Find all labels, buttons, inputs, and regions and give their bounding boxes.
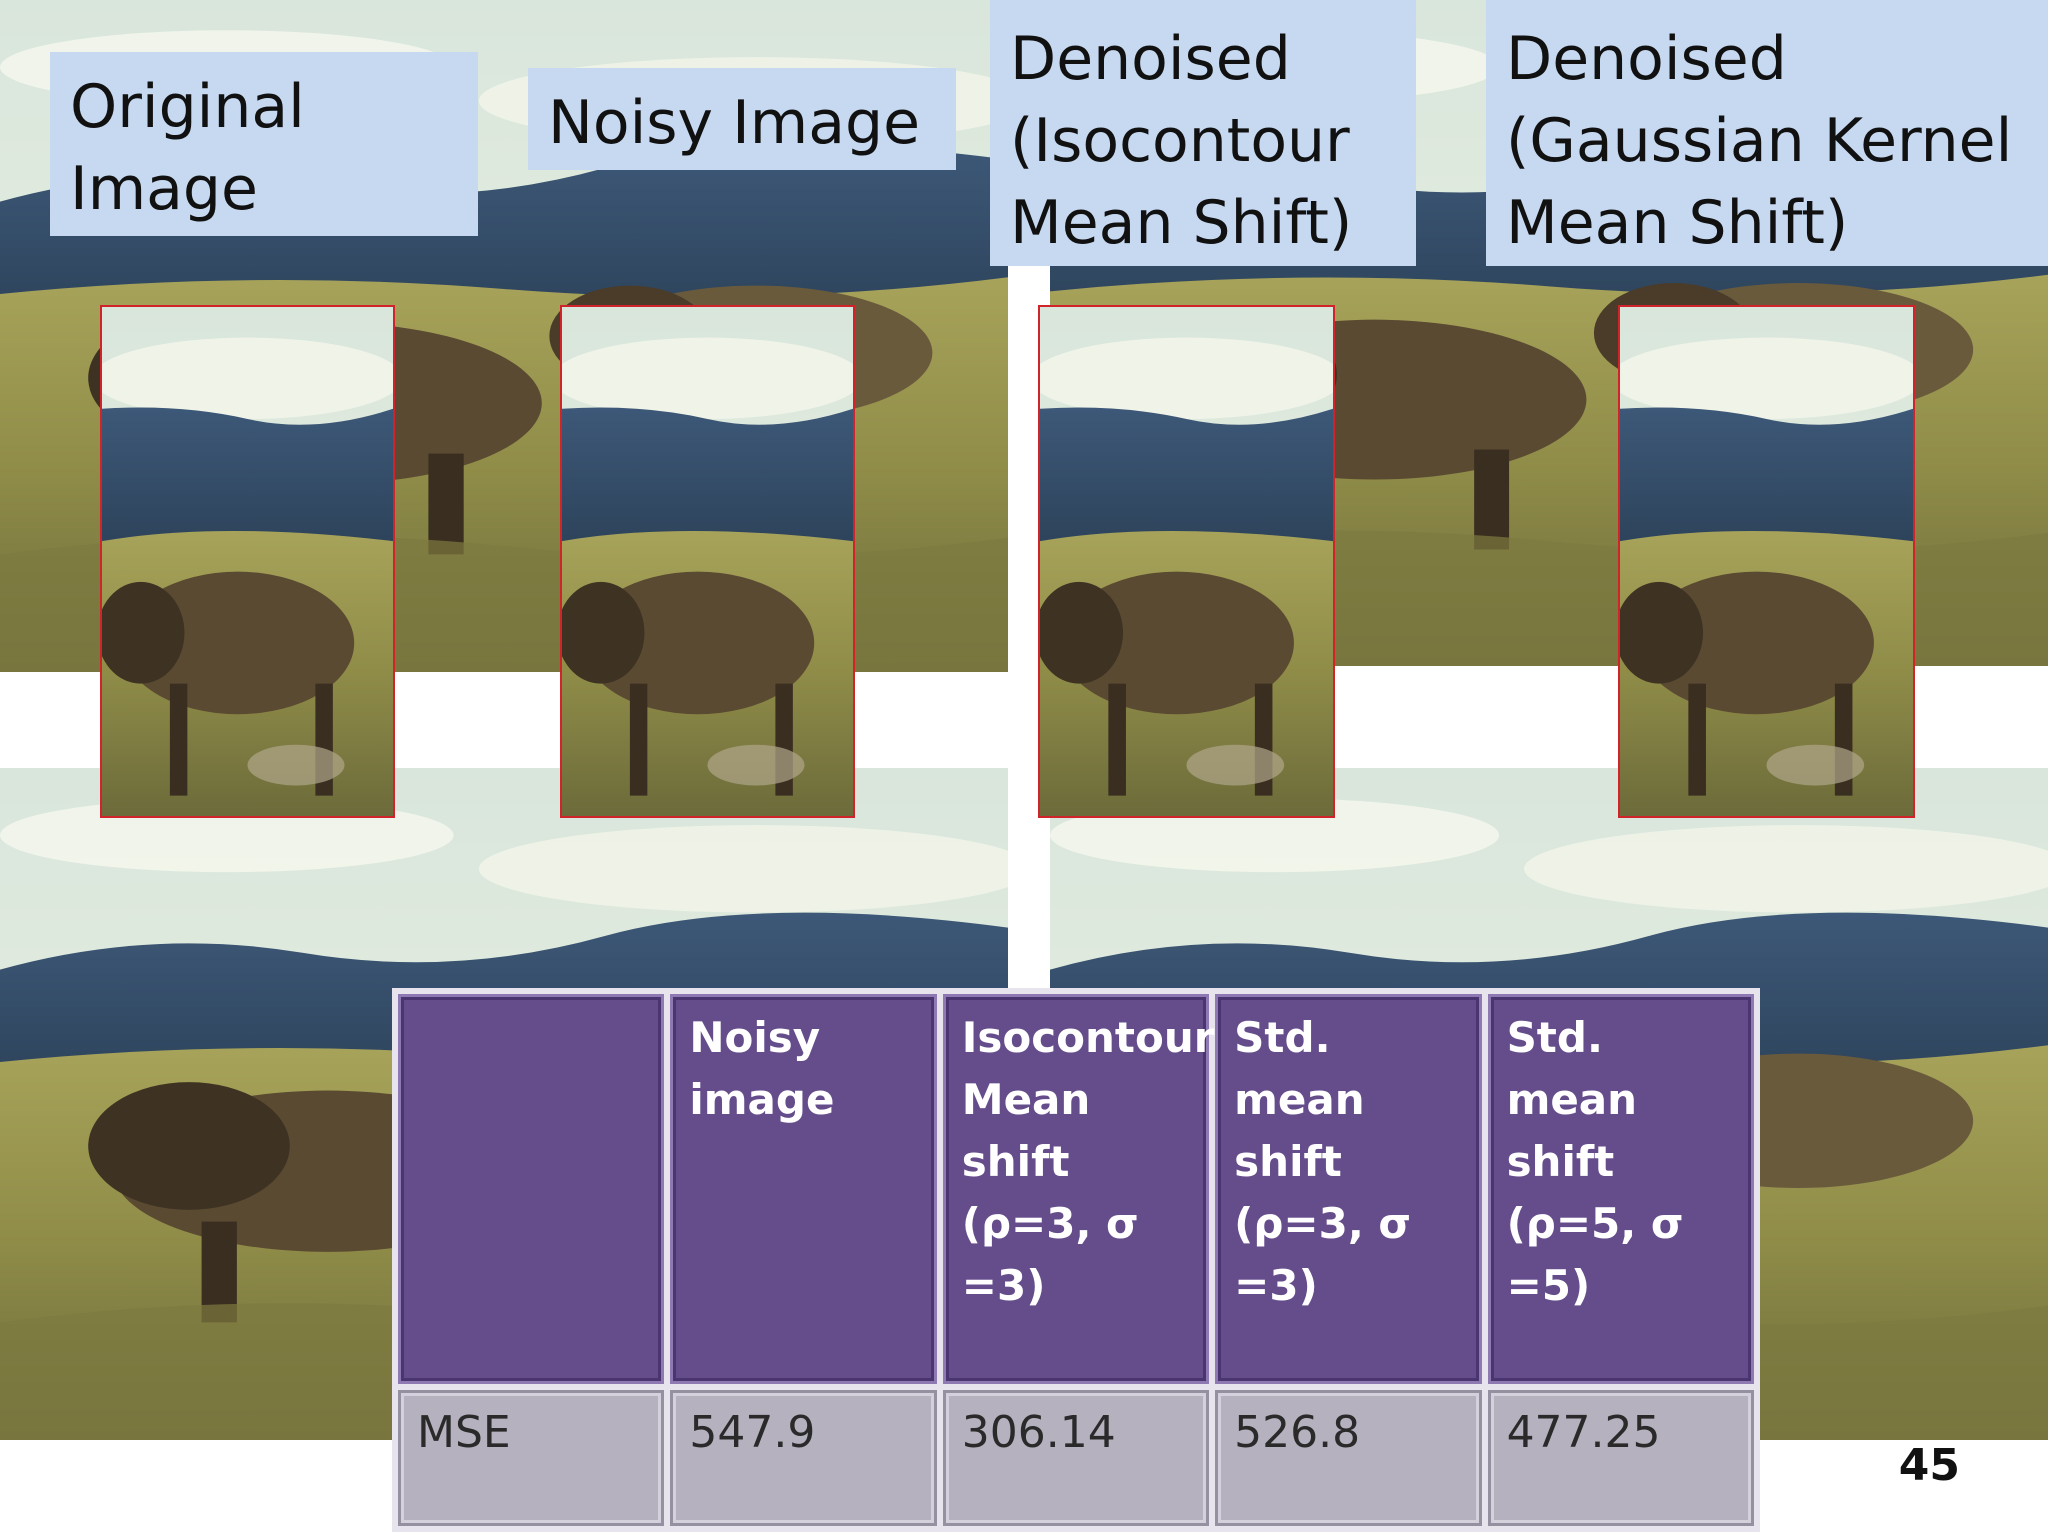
slide-number: 45 bbox=[1898, 1440, 1960, 1491]
cell-mse-label: MSE bbox=[398, 1390, 665, 1526]
table-row: MSE 547.9 306.14 526.8 477.25 bbox=[398, 1390, 1754, 1526]
gaussian-crop bbox=[1618, 305, 1915, 818]
header-noisy: Noisy image bbox=[670, 994, 937, 1384]
cell-std-5: 477.25 bbox=[1487, 1390, 1754, 1526]
cell-noisy: 547.9 bbox=[670, 1390, 937, 1526]
cell-std-3: 526.8 bbox=[1215, 1390, 1482, 1526]
isocontour-crop bbox=[1038, 305, 1335, 818]
label-gaussian-text: Denoised (Gaussian Kernel Mean Shift) bbox=[1506, 24, 2013, 258]
label-gaussian: Denoised (Gaussian Kernel Mean Shift) bbox=[1486, 0, 2048, 266]
cell-isocontour: 306.14 bbox=[942, 1390, 1210, 1526]
table-header-row: Noisy image Isocontour Mean shift (ρ=3, … bbox=[398, 994, 1754, 1384]
header-std-3: Std. mean shift (ρ=3, σ =3) bbox=[1215, 994, 1482, 1384]
original-crop bbox=[100, 305, 395, 818]
label-original-text: Original Image bbox=[70, 72, 305, 224]
label-isocontour-text: Denoised (Isocontour Mean Shift) bbox=[1010, 24, 1353, 258]
label-isocontour: Denoised (Isocontour Mean Shift) bbox=[990, 0, 1416, 266]
label-noisy: Noisy Image bbox=[528, 68, 956, 170]
mse-table: Noisy image Isocontour Mean shift (ρ=3, … bbox=[392, 988, 1760, 1532]
header-std-5: Std. mean shift (ρ=5, σ =5) bbox=[1487, 994, 1754, 1384]
header-isocontour: Isocontour Mean shift (ρ=3, σ =3) bbox=[942, 994, 1214, 1384]
label-noisy-text: Noisy Image bbox=[548, 88, 921, 158]
noisy-crop bbox=[560, 305, 855, 818]
header-empty bbox=[398, 994, 665, 1384]
label-original: Original Image bbox=[50, 52, 478, 236]
